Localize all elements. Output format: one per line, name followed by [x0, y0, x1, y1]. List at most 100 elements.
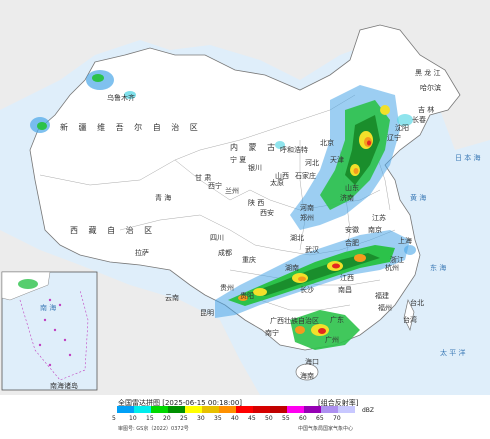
legend-title: 全国雷达拼图 [2025-06-15 00:18:00] [118, 399, 243, 407]
legend-swatch [151, 406, 168, 413]
label-heilongjiang: 黑 龙 江 [415, 68, 440, 77]
label-jilin: 吉 林 [418, 105, 434, 114]
city-shanghai: 上海 [398, 236, 412, 245]
legend-swatch [304, 406, 321, 413]
legend-tick: 20 [163, 415, 171, 422]
legend-tick: 60 [299, 415, 307, 422]
legend-tick: 45 [248, 415, 256, 422]
sea-east: 东 海 [430, 263, 446, 272]
legend-tick: 50 [265, 415, 273, 422]
legend-ticks: 5 10 15 20 25 30 35 40 45 50 55 60 65 70 [112, 415, 350, 422]
radar-echoes [30, 70, 416, 350]
label-xizang: 西 藏 自 治 区 [70, 225, 156, 235]
label-guangxi: 广西壮族自治区 [270, 316, 319, 325]
label-beijing: 北京 [320, 138, 334, 147]
legend-swatch [253, 406, 270, 413]
city-shijiazhuang: 石家庄 [295, 171, 316, 180]
city-hefei: 合肥 [345, 238, 359, 247]
sea-south: 南 海 [40, 303, 56, 312]
city-chengdu: 成都 [218, 248, 232, 257]
city-lanzhou: 兰州 [225, 186, 239, 195]
city-xian: 西安 [260, 208, 274, 217]
label-qinghai: 青 海 [155, 193, 171, 202]
echo-guangdong [290, 310, 360, 350]
city-changsha: 长沙 [300, 285, 314, 294]
city-kunming: 昆明 [200, 309, 214, 317]
city-lhasa: 拉萨 [135, 248, 149, 257]
label-henan: 河南 [300, 203, 314, 212]
city-yinchuan: 银川 [248, 163, 262, 172]
label-hainan: 海南 [300, 371, 314, 380]
legend-source: 中国气象局国家气象中心 [298, 426, 354, 432]
label-shandong: 山东 [345, 183, 359, 192]
label-jiangsu: 江苏 [372, 213, 386, 222]
legend-approval: 审图号: GS京（2022）0372号 [118, 426, 189, 432]
legend-tick: 5 [112, 415, 116, 422]
label-gansu: 甘 肃 [195, 173, 211, 182]
legend-tick: 35 [214, 415, 222, 422]
label-hebei: 河北 [305, 159, 319, 167]
label-yunnan: 云南 [165, 293, 179, 302]
legend-swatch [321, 406, 338, 413]
label-taiwan: 台湾 [403, 315, 417, 324]
legend-swatch [134, 406, 151, 413]
sea-japan: 日 本 海 [455, 153, 480, 162]
hainan-island [295, 363, 319, 381]
label-liaoning: 辽宁 [387, 133, 401, 142]
label-jiangxi: 江西 [340, 274, 354, 282]
label-zhejiang: 浙江 [390, 255, 404, 264]
label-anhui: 安徽 [345, 225, 359, 234]
city-nanjing: 南京 [368, 225, 382, 234]
legend-tick: 25 [180, 415, 188, 422]
city-nanning: 南宁 [265, 328, 279, 337]
label-guizhou: 贵州 [220, 283, 234, 292]
city-guangzhou: 广州 [325, 335, 339, 344]
legend-tick: 65 [316, 415, 324, 422]
sea-yellow: 黄 海 [410, 193, 426, 202]
legend-unit: dBZ [362, 407, 375, 414]
city-changchun: 长春 [412, 115, 426, 124]
label-hunan: 湖南 [285, 263, 299, 272]
city-guiyang: 贵阳 [240, 291, 254, 300]
legend-swatch [236, 406, 253, 413]
legend: 全国雷达拼图 [2025-06-15 00:18:00] [组合反射率] dBZ… [0, 395, 490, 439]
city-harbin: 哈尔滨 [420, 83, 441, 92]
legend-swatch [338, 406, 355, 413]
echo-northeast-band [290, 85, 413, 230]
legend-tick: 70 [333, 415, 341, 422]
city-fuzhou: 福州 [378, 303, 392, 312]
south-sea-inset [1, 271, 98, 391]
city-hangzhou: 杭州 [385, 263, 399, 272]
sea-pacific: 太 平 洋 [440, 348, 465, 357]
echo-south-band [215, 230, 410, 318]
inset-label: 南海诸岛 [50, 381, 78, 390]
label-shaanxi: 陕 西 [248, 198, 264, 207]
city-taipei: 台北 [410, 298, 424, 307]
city-nanchang: 南昌 [338, 285, 352, 294]
label-guangdong: 广东 [330, 315, 344, 324]
legend-tick: 40 [231, 415, 239, 422]
legend-tick: 15 [146, 415, 154, 422]
city-urumqi: 乌鲁木齐 [107, 93, 135, 102]
city-shenyang: 沈阳 [395, 123, 409, 132]
legend-swatch [117, 406, 134, 413]
city-zhengzhou: 郑州 [300, 214, 314, 222]
legend-tick: 30 [197, 415, 205, 422]
legend-swatch [287, 406, 304, 413]
city-chongqing: 重庆 [242, 255, 256, 264]
label-ningxia: 宁 夏 [230, 155, 246, 164]
label-xinjiang: 新 疆 维 吾 尔 自 治 区 [60, 122, 202, 132]
legend-swatch [168, 406, 185, 413]
taiwan-island [403, 298, 415, 332]
legend-tick: 55 [282, 415, 290, 422]
radar-map: 新 疆 维 吾 尔 自 治 区 西 藏 自 治 区 青 海 甘 肃 宁 夏 陕 … [0, 0, 490, 395]
label-shanxi: 山西 [275, 171, 289, 180]
legend-product: [组合反射率] [318, 399, 359, 407]
city-hohhot: 呼和浩特 [280, 145, 308, 154]
legend-swatch [185, 406, 202, 413]
legend-swatch [202, 406, 219, 413]
city-xining: 西宁 [208, 181, 222, 190]
echo-scattered [275, 141, 416, 255]
legend-tick: 10 [129, 415, 137, 422]
legend-swatch [219, 406, 236, 413]
